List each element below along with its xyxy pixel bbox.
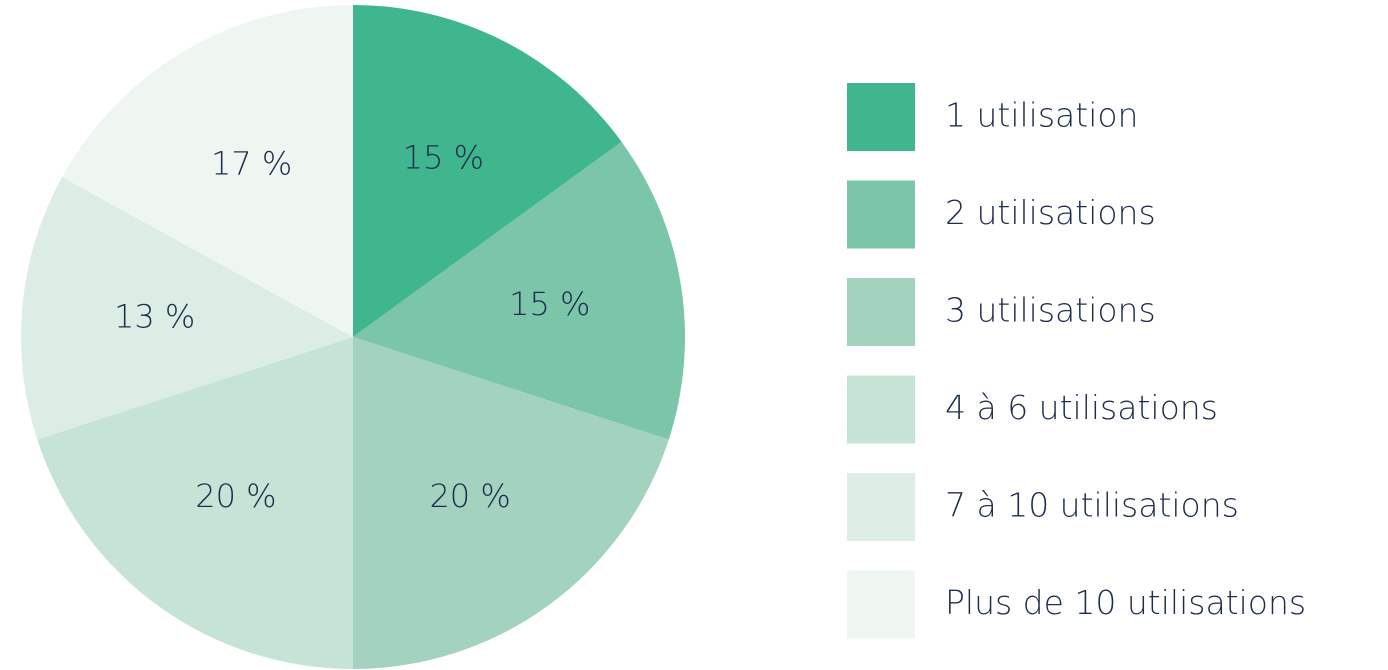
legend-swatch: [847, 278, 915, 346]
legend-label: 4 à 6 utilisations: [945, 388, 1218, 427]
pie-slice: [353, 141, 685, 440]
legend-swatch: [847, 83, 915, 151]
pie-slice: [353, 337, 669, 669]
data-label: 15 %: [509, 285, 590, 323]
legend-swatch: [847, 375, 915, 444]
data-label: 20 %: [195, 477, 276, 515]
data-label: 20 %: [429, 477, 510, 515]
legend-label: 3 utilisations: [945, 291, 1156, 330]
data-label: 15 %: [403, 139, 484, 177]
data-label: 13 %: [114, 297, 195, 335]
data-label: 17 %: [211, 145, 292, 183]
pie-slice: [21, 177, 354, 440]
legend-swatch: [847, 570, 915, 639]
pie-slice: [62, 5, 353, 337]
legend-label: 2 utilisations: [945, 193, 1156, 232]
pie-slice: [353, 5, 622, 337]
pie-slice: [37, 337, 353, 669]
legend-label: 1 utilisation: [945, 96, 1138, 135]
legend-label: 7 à 10 utilisations: [945, 486, 1239, 525]
legend-label: Plus de 10 utilisations: [945, 583, 1306, 622]
legend-swatch: [847, 180, 915, 249]
legend-swatch: [847, 473, 915, 541]
